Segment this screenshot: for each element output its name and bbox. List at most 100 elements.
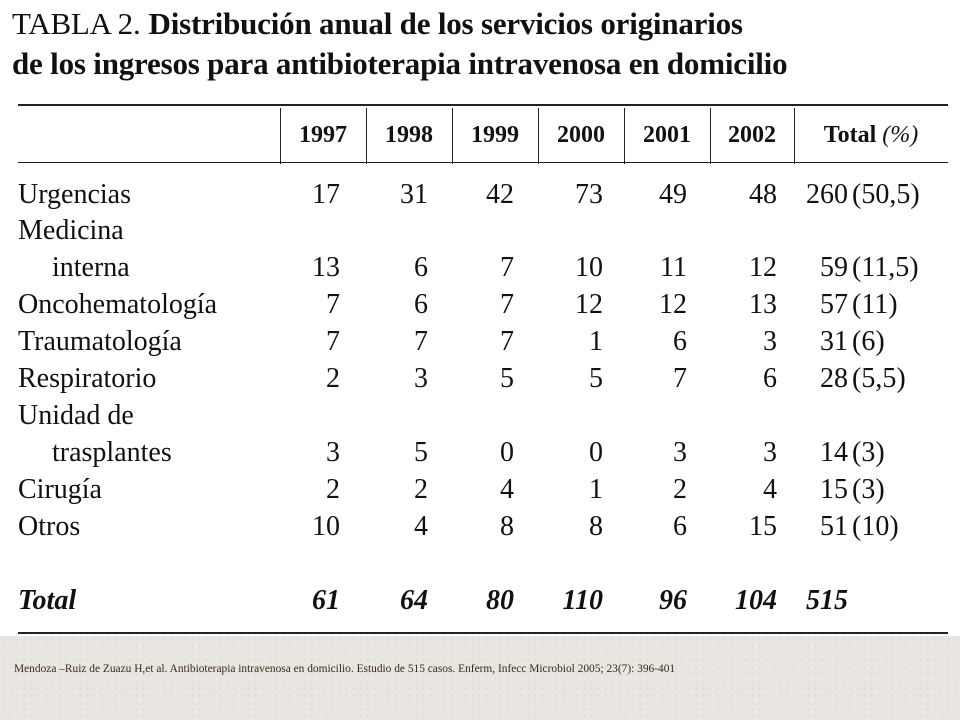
table-row: Oncohematología 7 6 7 12 12 13 57 (11) xyxy=(18,286,948,323)
cell-value: 7 xyxy=(500,326,514,357)
row-total-value: 57 xyxy=(820,289,848,320)
cell-value: 64 xyxy=(400,585,428,616)
row-percent-value: (11,5) xyxy=(852,252,919,283)
title-line-2: de los ingresos para antibioterapia intr… xyxy=(12,46,788,81)
cell-value: 7 xyxy=(326,326,340,357)
table-row: Traumatología 7 7 7 1 6 3 31 (6) xyxy=(18,323,948,360)
column-header-year: 1997 xyxy=(299,122,347,148)
title-line-1: TABLA 2. Distribución anual de los servic… xyxy=(12,4,948,44)
row-percent-value: (10) xyxy=(852,511,899,542)
table-top-rule xyxy=(18,104,948,106)
row-label: interna xyxy=(52,252,130,283)
cell-value: 10 xyxy=(312,511,340,542)
cell-value: 61 xyxy=(312,585,340,616)
column-divider xyxy=(538,108,539,164)
cell-value: 2 xyxy=(414,474,428,505)
cell-value: 6 xyxy=(763,363,777,394)
table-row: interna 13 6 7 10 11 12 59 (11,5) xyxy=(18,249,948,286)
cell-value: 5 xyxy=(414,437,428,468)
citation-text: Mendoza –Ruiz de Zuazu H,et al. Antibiot… xyxy=(14,663,676,675)
table-row: trasplantes 3 5 0 0 3 3 14 (3) xyxy=(18,434,948,471)
row-total-value: 31 xyxy=(820,326,848,357)
cell-value: 11 xyxy=(660,252,687,283)
row-total-value: 260 xyxy=(806,179,848,210)
cell-value: 73 xyxy=(575,179,603,210)
cell-value: 7 xyxy=(326,289,340,320)
row-percent-value: (50,5) xyxy=(852,179,920,210)
row-total-value: 14 xyxy=(820,437,848,468)
row-total-value: 59 xyxy=(820,252,848,283)
column-divider xyxy=(366,108,367,164)
cell-value: 3 xyxy=(673,437,687,468)
cell-value: 48 xyxy=(749,179,777,210)
row-label: Unidad de xyxy=(18,400,134,431)
row-percent-value: (6) xyxy=(852,326,885,357)
cell-value: 3 xyxy=(763,326,777,357)
cell-value: 7 xyxy=(500,252,514,283)
row-total-value: 51 xyxy=(820,511,848,542)
row-label: Oncohematología xyxy=(18,289,218,320)
cell-value: 7 xyxy=(673,363,687,394)
grand-total-value: 515 xyxy=(806,585,848,616)
cell-value: 13 xyxy=(749,289,777,320)
total-header-unit: (%) xyxy=(882,122,919,148)
cell-value: 8 xyxy=(500,511,514,542)
cell-value: 2 xyxy=(326,363,340,394)
column-divider xyxy=(710,108,711,164)
cell-value: 6 xyxy=(414,289,428,320)
cell-value: 12 xyxy=(749,252,777,283)
column-header-year: 2002 xyxy=(728,122,776,148)
footer-band: Mendoza –Ruiz de Zuazu H,et al. Antibiot… xyxy=(0,636,960,720)
cell-value: 4 xyxy=(763,474,777,505)
row-total-value: 28 xyxy=(820,363,848,394)
row-label: trasplantes xyxy=(52,437,172,468)
table-header-rule xyxy=(18,162,948,163)
cell-value: 42 xyxy=(486,179,514,210)
column-header-year: 1999 xyxy=(471,122,519,148)
column-divider xyxy=(280,108,281,164)
table-row: Cirugía 2 2 4 1 2 4 15 (3) xyxy=(18,471,948,508)
total-header-label: Total xyxy=(823,122,877,148)
cell-value: 17 xyxy=(312,179,340,210)
cell-value: 5 xyxy=(500,363,514,394)
cell-value: 2 xyxy=(673,474,687,505)
cell-value: 0 xyxy=(589,437,603,468)
total-row: Total 61 64 80 110 96 104 515 xyxy=(18,582,948,619)
column-header-year: 1998 xyxy=(385,122,433,148)
column-header-year: 2001 xyxy=(643,122,691,148)
cell-value: 104 xyxy=(735,585,777,616)
row-percent-value: (3) xyxy=(852,474,885,505)
row-label: Otros xyxy=(18,511,81,542)
cell-value: 13 xyxy=(312,252,340,283)
cell-value: 80 xyxy=(486,585,514,616)
row-label: Respiratorio xyxy=(18,363,157,394)
cell-value: 31 xyxy=(400,179,428,210)
cell-value: 1 xyxy=(589,474,603,505)
column-header-year: 2000 xyxy=(557,122,605,148)
table-row: Respiratorio 2 3 5 5 7 6 28 (5,5) xyxy=(18,360,948,397)
cell-value: 0 xyxy=(500,437,514,468)
cell-value: 12 xyxy=(575,289,603,320)
table-header: 1997 1998 1999 2000 2001 2002 Total (%) xyxy=(18,106,948,164)
row-label: Traumatología xyxy=(18,326,182,357)
cell-value: 3 xyxy=(763,437,777,468)
cell-value: 8 xyxy=(589,511,603,542)
cell-value: 96 xyxy=(659,585,687,616)
cell-value: 6 xyxy=(673,511,687,542)
cell-value: 2 xyxy=(326,474,340,505)
row-percent-value: (3) xyxy=(852,437,885,468)
row-label: Cirugía xyxy=(18,474,102,505)
column-divider xyxy=(624,108,625,164)
table-row: Urgencias 17 31 42 73 49 48 260 (50,5) xyxy=(18,176,948,213)
cell-value: 5 xyxy=(589,363,603,394)
row-label: Medicina xyxy=(18,215,124,246)
column-header-total: Total (%) xyxy=(794,106,948,162)
table-row: Otros 10 4 8 8 6 15 51 (10) xyxy=(18,508,948,545)
total-row-label: Total xyxy=(18,585,77,616)
column-divider xyxy=(794,108,795,164)
table-number: TABLA 2. xyxy=(12,6,141,41)
cell-value: 110 xyxy=(562,585,603,616)
row-total-value: 15 xyxy=(820,474,848,505)
table-bottom-rule xyxy=(18,632,948,634)
cell-value: 7 xyxy=(500,289,514,320)
